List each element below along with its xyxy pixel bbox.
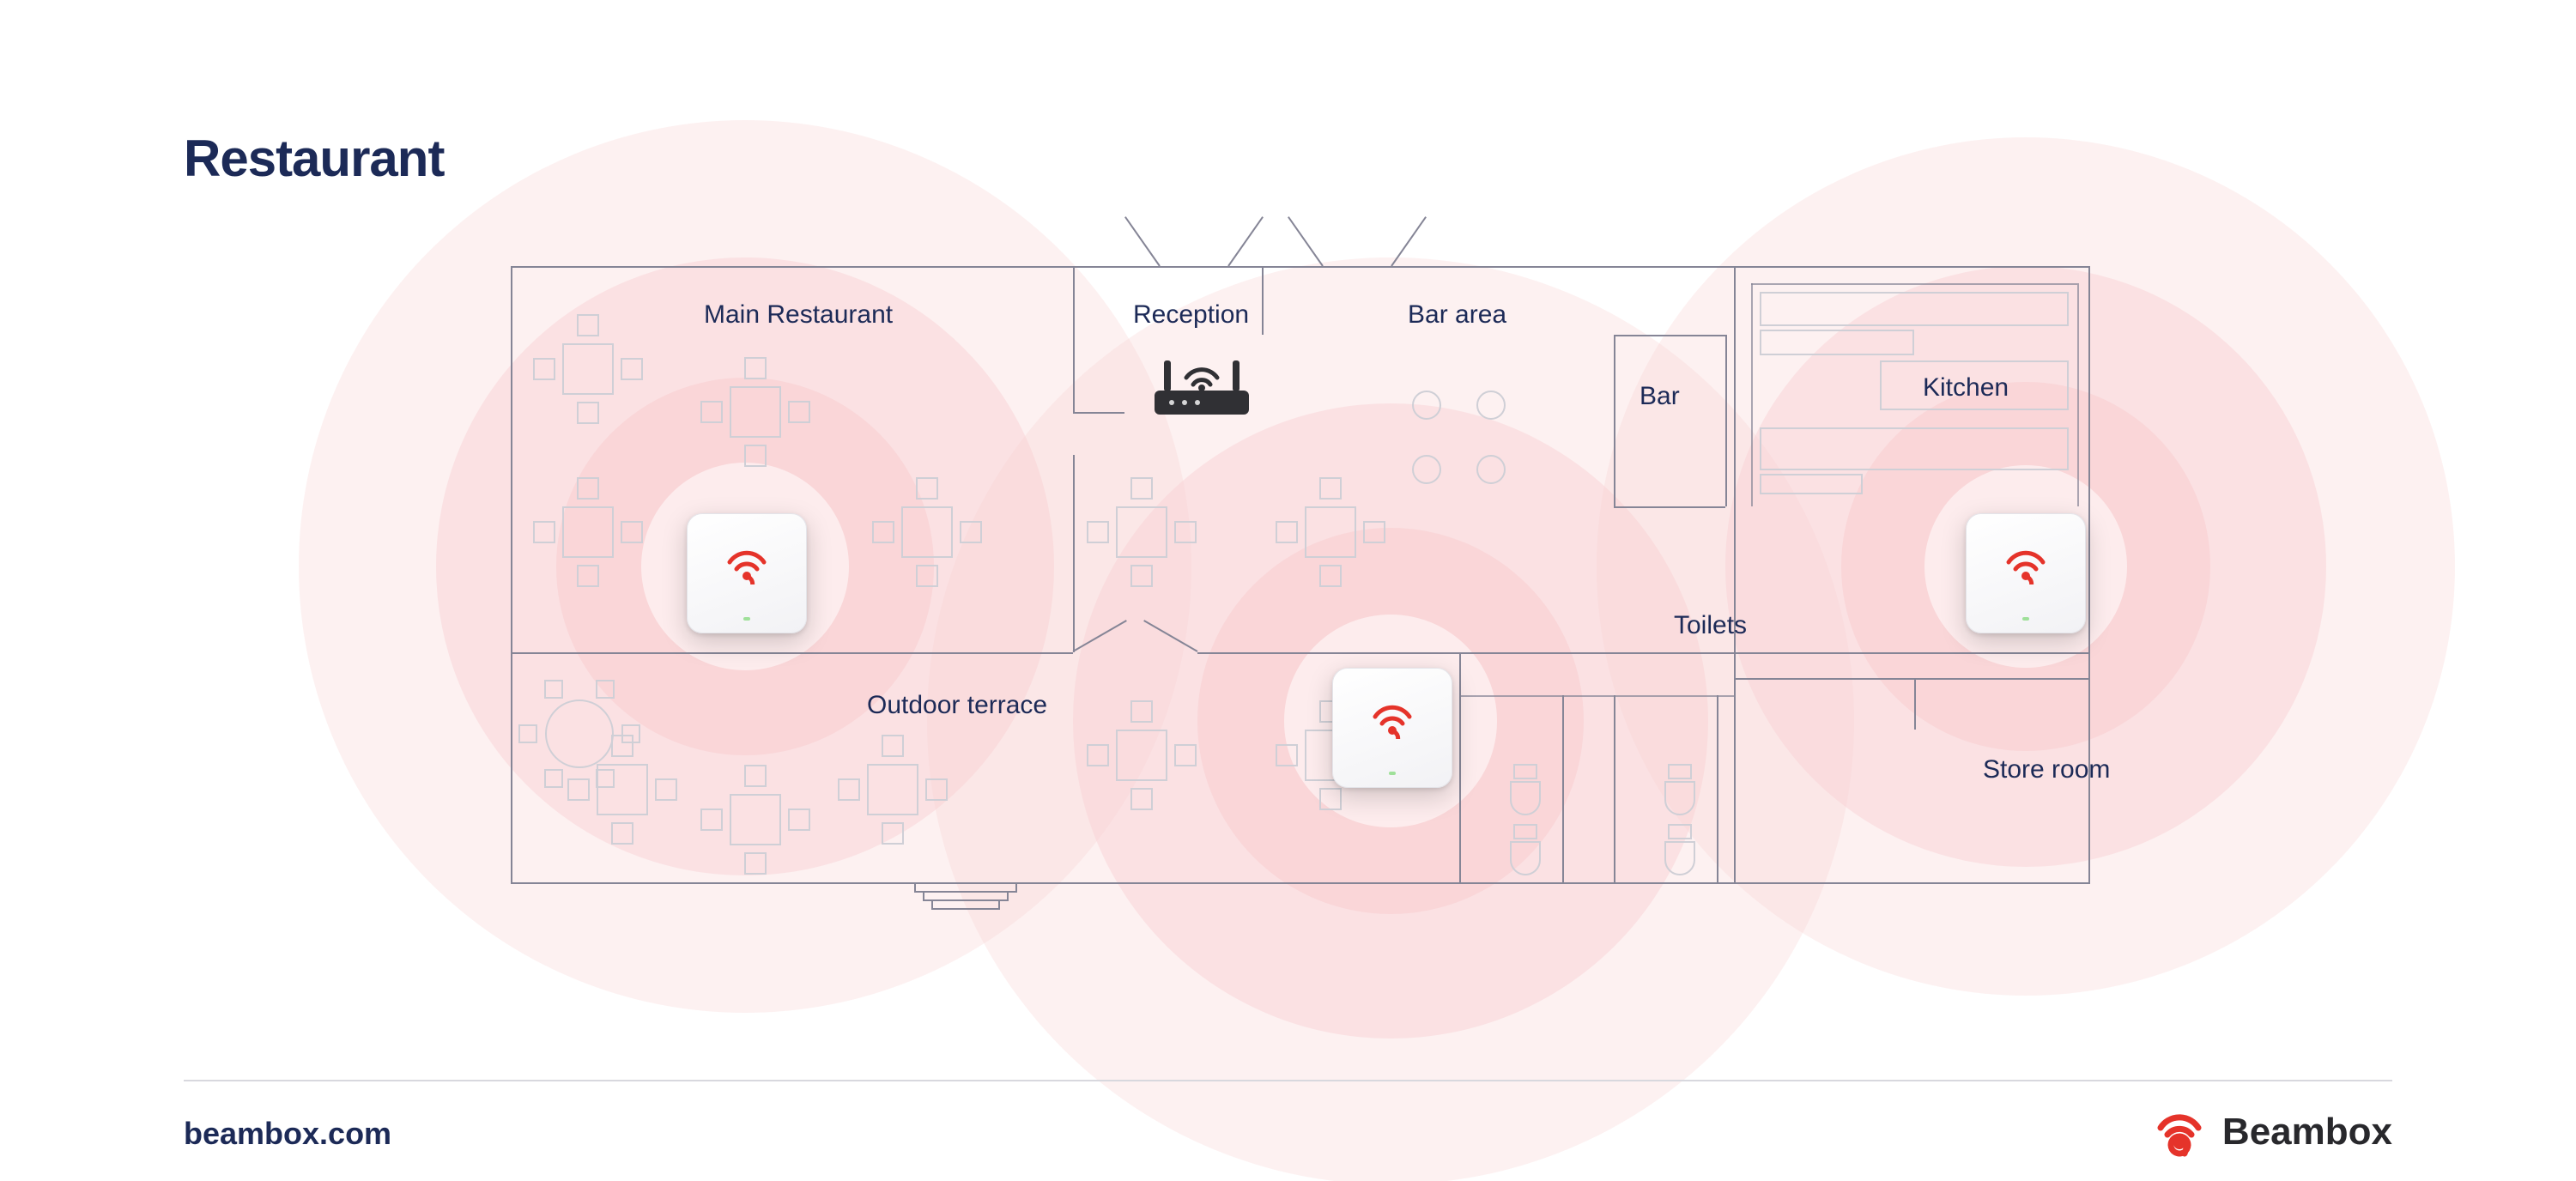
brand-name: Beambox — [2222, 1111, 2392, 1154]
room-label-terrace: Outdoor terrace — [867, 691, 1047, 720]
bar-stool — [1476, 391, 1506, 420]
table-square — [536, 481, 639, 584]
wall — [1073, 412, 1124, 414]
table-square — [876, 481, 979, 584]
wall — [1734, 266, 1736, 884]
access-point-icon — [687, 513, 807, 633]
toilet-fixture — [1661, 824, 1699, 879]
wall — [1459, 695, 1734, 697]
kitchen-counter — [1760, 474, 1863, 494]
wall — [1614, 506, 1725, 508]
table-square — [536, 318, 639, 421]
access-point-icon — [1966, 513, 2086, 633]
table-square — [704, 768, 807, 871]
wall — [1459, 652, 1734, 654]
wall — [1073, 266, 1075, 412]
router-icon — [1142, 343, 1262, 421]
wall — [1751, 283, 1753, 506]
toilet-fixture — [1661, 764, 1699, 819]
wall — [511, 652, 1073, 654]
room-label-toilets: Toilets — [1674, 611, 1747, 640]
brand-lockup: Beambox — [2152, 1102, 2392, 1161]
wall — [1614, 335, 1615, 506]
kitchen-counter — [1760, 330, 1914, 355]
toilet-fixture — [1506, 764, 1544, 819]
table-square — [841, 738, 944, 841]
room-label-store: Store room — [1983, 755, 2110, 784]
wall — [1614, 695, 1615, 884]
access-point-icon — [1332, 668, 1452, 788]
diagram-stage: Main Restaurant Reception Bar area Bar Toile… — [0, 0, 2576, 1181]
wall — [1459, 652, 1461, 884]
wall — [1717, 695, 1718, 884]
entry-steps — [914, 884, 1017, 910]
page: Restaurant Main RestaurantReceptionBar a… — [0, 0, 2576, 1181]
wall — [1614, 335, 1725, 336]
kitchen-counter — [1760, 292, 2069, 326]
room-label-reception: Reception — [1133, 300, 1249, 330]
bar-stool — [1412, 455, 1441, 484]
door-gap — [1073, 652, 1197, 654]
wall — [1562, 695, 1564, 884]
wall — [2077, 283, 2079, 506]
room-label-bar: Bar — [1640, 382, 1680, 411]
door-leaf — [1124, 216, 1161, 266]
wall — [1734, 678, 2090, 680]
beambox-logo-icon — [2152, 1102, 2207, 1161]
wall — [1262, 266, 1264, 335]
wall — [1073, 455, 1075, 652]
wall — [1914, 678, 1916, 730]
room-label-bar_area: Bar area — [1408, 300, 1506, 330]
table-square — [704, 360, 807, 463]
table-square — [1279, 481, 1382, 584]
wall — [1725, 335, 1727, 506]
kitchen-counter — [1880, 360, 2069, 410]
door-leaf — [1227, 216, 1264, 266]
footer-url: beambox.com — [184, 1116, 391, 1152]
table-round — [524, 678, 635, 790]
toilet-fixture — [1506, 824, 1544, 879]
footer-divider — [184, 1080, 2392, 1081]
wall — [1751, 283, 2077, 285]
door-leaf — [1391, 216, 1427, 266]
door-leaf — [1288, 216, 1324, 266]
kitchen-counter — [1760, 427, 2069, 470]
bar-stool — [1412, 391, 1441, 420]
table-square — [1090, 704, 1193, 807]
table-square — [1090, 481, 1193, 584]
room-label-main: Main Restaurant — [704, 300, 893, 330]
bar-stool — [1476, 455, 1506, 484]
